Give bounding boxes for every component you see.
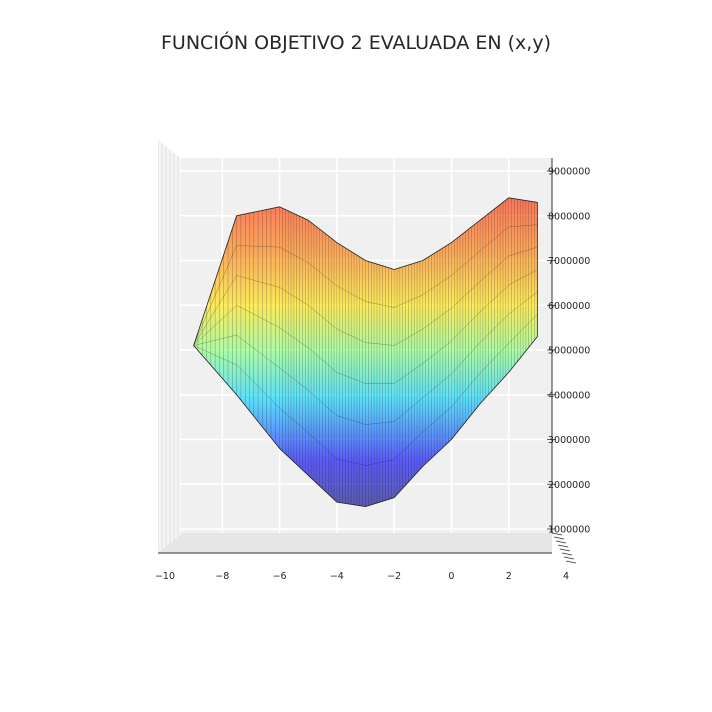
y-axis-tick — [557, 544, 569, 548]
x-tick-label: 2 — [506, 571, 512, 582]
surface-contour-line — [193, 269, 538, 384]
z-tick-label: 5000000 — [548, 346, 590, 357]
y-axis-tick — [563, 556, 575, 560]
chart-title: FUNCIÓN OBJETIVO 2 EVALUADA EN (x,y) — [161, 32, 551, 54]
surface — [193, 197, 538, 508]
axes: −10 −8 −6 −4 −2 0 2 4 1000000 2000000 3000000 40000… — [155, 158, 590, 582]
y-axis-tick — [551, 532, 563, 536]
z-tick-label: 3000000 — [548, 435, 590, 446]
x-tick-label: 4 — [563, 571, 569, 582]
surface-contour-line — [193, 314, 538, 466]
surface-contour-line — [193, 291, 538, 425]
z-tick-label: 6000000 — [548, 301, 590, 312]
surface-contour-line — [193, 224, 538, 346]
z-tick-label: 8000000 — [548, 211, 590, 222]
x-tick-label: −8 — [215, 571, 229, 582]
z-tick-label: 7000000 — [548, 256, 590, 267]
z-tick-label: 9000000 — [548, 167, 590, 178]
x-tick-label: 0 — [448, 571, 454, 582]
x-tick-label: −2 — [387, 571, 401, 582]
left-pane — [158, 140, 180, 553]
y-axis-tick — [559, 548, 571, 552]
z-tick-label: 4000000 — [548, 390, 590, 401]
floor-pane — [158, 533, 552, 553]
z-tick-label: 1000000 — [548, 525, 590, 536]
x-tick-label: −6 — [273, 571, 287, 582]
surface-contour-line — [193, 246, 538, 346]
y-axis-tick — [565, 560, 577, 564]
x-tick-label: −4 — [330, 571, 344, 582]
y-axis-tick — [561, 552, 573, 556]
y-axis-tick — [553, 536, 565, 540]
x-tick-label: −10 — [155, 571, 175, 582]
y-axis-tick — [555, 540, 567, 544]
z-tick-label: 2000000 — [548, 480, 590, 491]
